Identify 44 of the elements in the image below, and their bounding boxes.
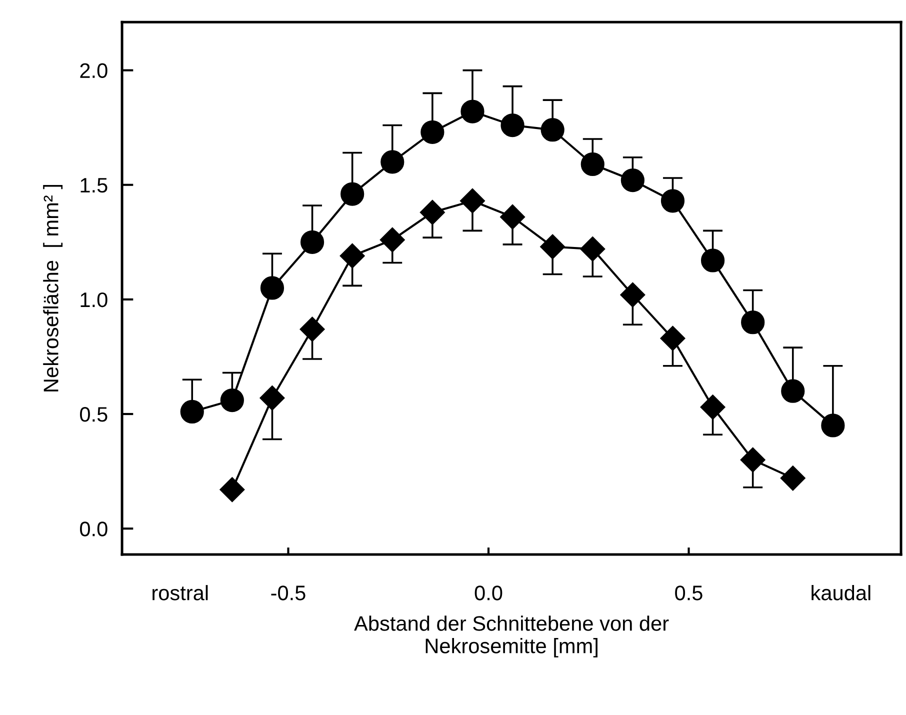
point — [220, 477, 245, 502]
point — [700, 248, 725, 272]
point — [500, 113, 524, 138]
point — [540, 234, 566, 260]
x-tick-label: rostral — [152, 585, 208, 600]
x-axis-title: Abstand der Schnittebene von der Nekrosemitte [mm] — [354, 616, 669, 658]
point — [740, 447, 766, 472]
point — [300, 316, 325, 342]
point — [460, 188, 485, 214]
point — [620, 168, 644, 192]
x-tick-label: -0.5 — [271, 586, 306, 600]
y-axis-title: Nekrosefläche [ mm² ] — [43, 185, 63, 392]
point — [300, 230, 324, 254]
point — [580, 152, 604, 176]
point — [540, 118, 564, 142]
y-tick-label: 0.0 — [80, 522, 108, 536]
point — [260, 276, 284, 300]
point — [500, 204, 526, 230]
point — [420, 120, 444, 144]
point — [741, 310, 765, 334]
point — [620, 282, 646, 308]
point — [340, 243, 365, 268]
point — [781, 379, 805, 403]
x-tick-label: 0.0 — [474, 586, 502, 600]
y-tick-label: 1.0 — [80, 292, 108, 308]
point — [660, 326, 686, 351]
point — [260, 385, 285, 410]
point — [380, 227, 405, 252]
point — [460, 100, 484, 124]
point — [220, 388, 244, 412]
point — [340, 182, 364, 206]
point — [420, 200, 445, 225]
y-tick-label: 1.5 — [80, 178, 108, 193]
point — [780, 466, 806, 491]
point — [180, 400, 204, 424]
x-tick-label: kaudal — [812, 585, 870, 600]
point — [700, 394, 726, 420]
x-tick-label: 0.5 — [675, 586, 702, 600]
y-tick-label: 0.5 — [80, 407, 108, 422]
point — [580, 236, 606, 262]
point — [821, 414, 845, 438]
y-tick-label: 2.0 — [80, 63, 108, 78]
point — [380, 150, 404, 174]
point — [660, 189, 685, 213]
